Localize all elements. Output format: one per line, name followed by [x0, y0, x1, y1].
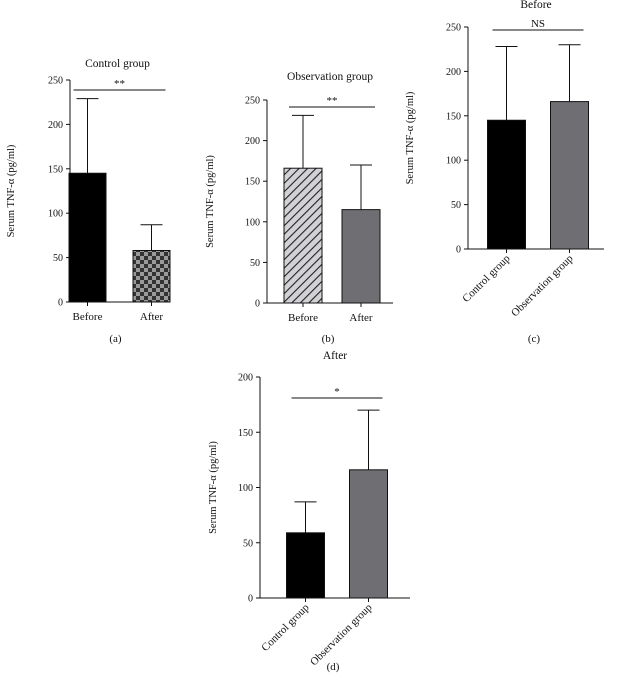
category-label: Observation group [509, 252, 576, 319]
category-label: Before [288, 312, 318, 324]
category-label: After [140, 311, 164, 323]
y-tick-label: 200 [48, 120, 63, 131]
panel-label: (b) [322, 333, 335, 345]
panel-label: (a) [109, 333, 122, 345]
bar-observation-group [550, 101, 589, 250]
bar-after [341, 209, 381, 304]
y-tick-label: 250 [48, 76, 63, 87]
bar-control-group [286, 532, 325, 599]
y-tick-label: 150 [238, 428, 253, 439]
category-label: Control group [460, 252, 513, 305]
y-tick-label: 100 [245, 217, 260, 228]
bar-observation-group [349, 469, 388, 599]
bar-before [68, 172, 107, 303]
y-tick-label: 50 [243, 538, 253, 549]
y-tick-label: 100 [446, 156, 461, 167]
significance-marker: ** [114, 78, 125, 90]
y-tick-label: 200 [446, 67, 461, 78]
chart-title: Observation group [287, 71, 373, 83]
y-axis-label: Serum TNF-α (pg/ml) [405, 91, 416, 184]
chart-title: Before [520, 0, 551, 11]
panel-a-control-group-chart: Control group 0 50 100 150 200 250 Serum TNF-α … [6, 58, 171, 345]
panel-d-after-chart: After 0 50 100 150 200 Serum TNF-α (pg/ml) Cont… [208, 350, 410, 673]
category-label: Observation group [308, 601, 375, 668]
y-axis-label: Serum TNF-α (pg/ml) [208, 441, 219, 534]
y-tick-label: 250 [245, 96, 260, 107]
y-tick-label: 50 [250, 258, 260, 269]
y-tick-label: 150 [48, 164, 63, 175]
category-label: After [349, 312, 373, 324]
chart-title: Control group [85, 58, 150, 70]
y-axis-label: Serum TNF-α (pg/ml) [6, 144, 17, 237]
chart-title: After [323, 350, 347, 362]
y-tick-label: 250 [446, 23, 461, 34]
significance-marker: * [334, 386, 340, 398]
panel-c-before-chart: Before 0 50 100 150 200 250 Serum TNF-α (pg/ml)… [405, 0, 604, 345]
panel-label: (c) [528, 333, 541, 345]
y-axis-label: Serum TNF-α (pg/ml) [205, 155, 216, 248]
y-tick-label: 0 [248, 594, 253, 605]
bar-before [283, 167, 323, 304]
y-tick-label: 50 [451, 200, 461, 211]
y-tick-label: 0 [456, 245, 461, 256]
significance-marker: ** [327, 95, 338, 107]
category-label: Control group [259, 601, 312, 654]
y-tick-label: 200 [238, 373, 253, 384]
y-tick-label: 0 [58, 298, 63, 309]
y-tick-label: 100 [238, 483, 253, 494]
y-tick-label: 100 [48, 209, 63, 220]
bar-control-group [487, 119, 526, 250]
panel-label: (d) [327, 661, 340, 673]
y-tick-label: 150 [245, 177, 260, 188]
y-tick-label: 150 [446, 111, 461, 122]
y-tick-label: 200 [245, 136, 260, 147]
y-tick-label: 0 [255, 299, 260, 310]
category-label: Before [73, 311, 103, 323]
significance-marker: NS [531, 18, 545, 30]
y-tick-label: 50 [53, 253, 63, 264]
bar-after [132, 249, 171, 303]
panel-b-observation-group-chart: Observation group 0 50 100 150 200 250 Serum TN… [205, 71, 393, 345]
